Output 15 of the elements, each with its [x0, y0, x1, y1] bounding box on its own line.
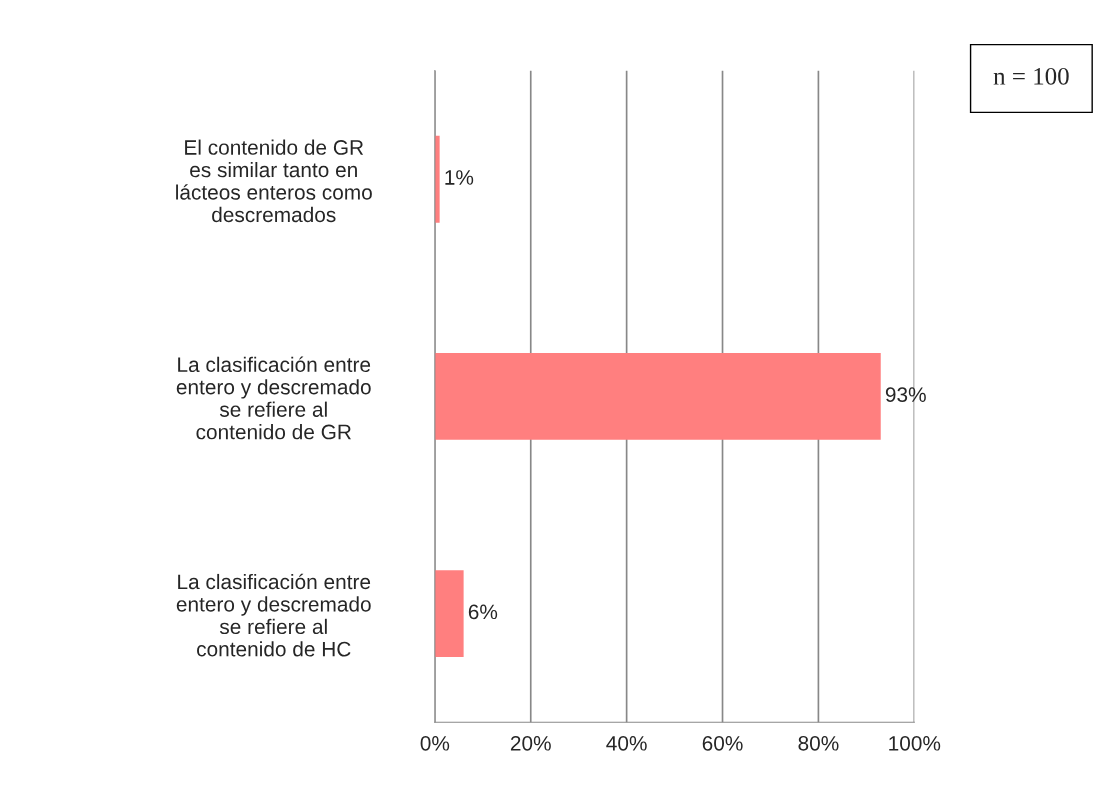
data-label: 1% — [445, 170, 474, 185]
text: n = 100 — [993, 67, 1069, 85]
data-label: 6% — [468, 604, 498, 620]
x-tick-label: 0% — [420, 735, 450, 751]
y-tick-label: El contenido de GR es similar tanto en lácteos enteros como descremados — [176, 139, 372, 223]
bar — [434, 352, 881, 440]
x-tick-label: 80% — [798, 735, 839, 751]
x-tick-label: 40% — [606, 735, 647, 751]
bar — [434, 570, 464, 658]
y-tick-label: La clasificación entre entero y descremado se refiere al contenido de GR — [176, 356, 371, 440]
x-tick-label: 100% — [889, 735, 941, 751]
x-tick-label: 20% — [510, 735, 551, 751]
x-tick-label: 60% — [702, 735, 743, 751]
data-label: 93% — [885, 387, 926, 403]
y-tick-label: La clasificación entre entero y descremado se refiere al contenido de HC — [176, 573, 371, 657]
